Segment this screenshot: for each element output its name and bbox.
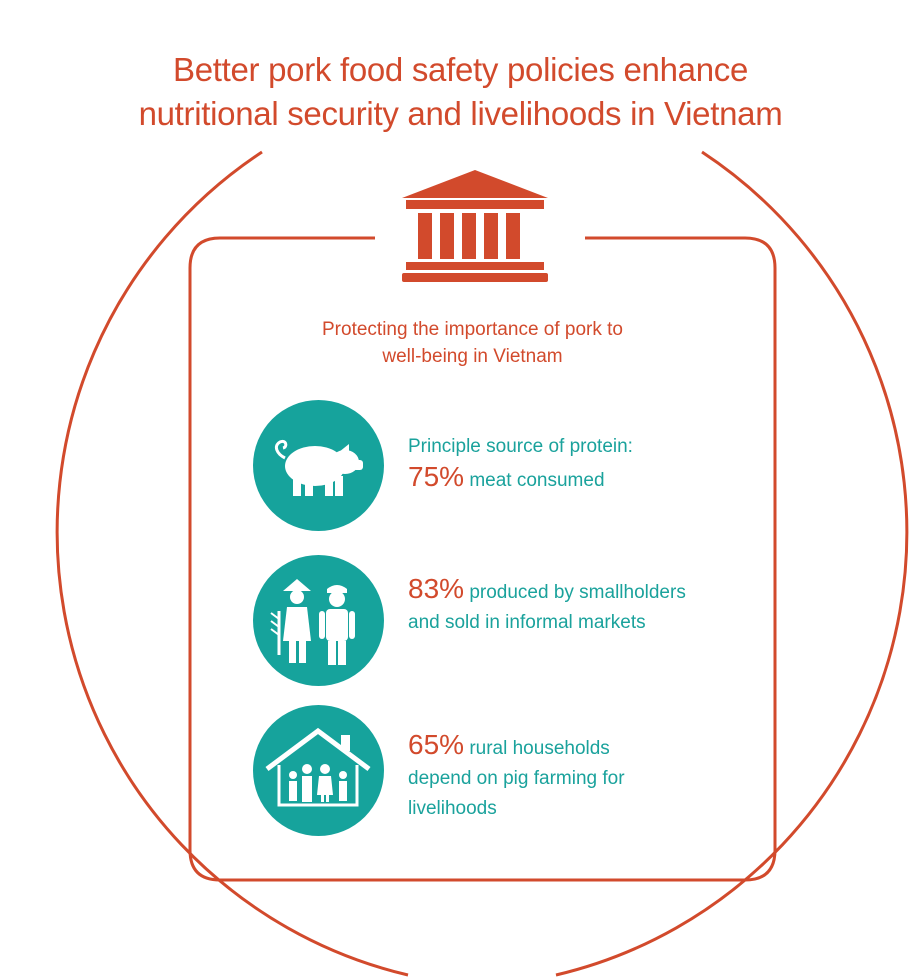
title-line-2: nutritional security and livelihoods in … (138, 95, 783, 132)
stat-protein-suffix: meat consumed (464, 470, 605, 491)
inner-panel-outline (188, 236, 777, 882)
title-line-1: Better pork food safety policies enhance (172, 51, 749, 88)
stat-protein-value: 75% (408, 461, 465, 492)
pig-icon-badge (253, 400, 384, 531)
stat-rural-line2: depend on pig farming for (408, 768, 625, 789)
farmers-icon (270, 579, 355, 665)
stat-rural-suffix: rural households (464, 738, 610, 759)
stat-smallholders-suffix: produced by smallholders (464, 582, 686, 603)
panel-subtitle: Protecting the importance of pork to wel… (200, 316, 745, 370)
subtitle-line-1: Protecting the importance of pork to (322, 319, 623, 340)
stat-smallholders-value: 83% (408, 573, 465, 604)
stat-rural-value: 65% (408, 729, 465, 760)
stat-protein-value-line: 75% meat consumed (408, 462, 768, 496)
page-title: Better pork food safety policies enhance… (0, 48, 921, 136)
stat-rural-line3: livelihoods (408, 798, 497, 819)
stat-rural-value-line: 65% rural households (408, 730, 768, 764)
stat-protein-label: Principle source of protein: (408, 436, 633, 457)
family-house-icon (265, 727, 371, 807)
stat-rural-households: 65% rural households depend on pig farmi… (408, 730, 768, 824)
stat-protein: Principle source of protein: 75% meat co… (408, 432, 768, 496)
outer-circle-left-arc (55, 150, 409, 977)
family-house-icon-badge (253, 705, 384, 836)
outer-circle-right-arc (555, 150, 909, 977)
stat-smallholders-line2: and sold in informal markets (408, 612, 646, 633)
stat-smallholders: 83% produced by smallholders and sold in… (408, 574, 768, 638)
stat-smallholders-value-line: 83% produced by smallholders (408, 574, 768, 608)
pig-icon (274, 439, 363, 496)
government-building-icon (402, 170, 548, 282)
farmers-icon-badge (253, 555, 384, 686)
subtitle-line-2: well-being in Vietnam (382, 346, 563, 367)
